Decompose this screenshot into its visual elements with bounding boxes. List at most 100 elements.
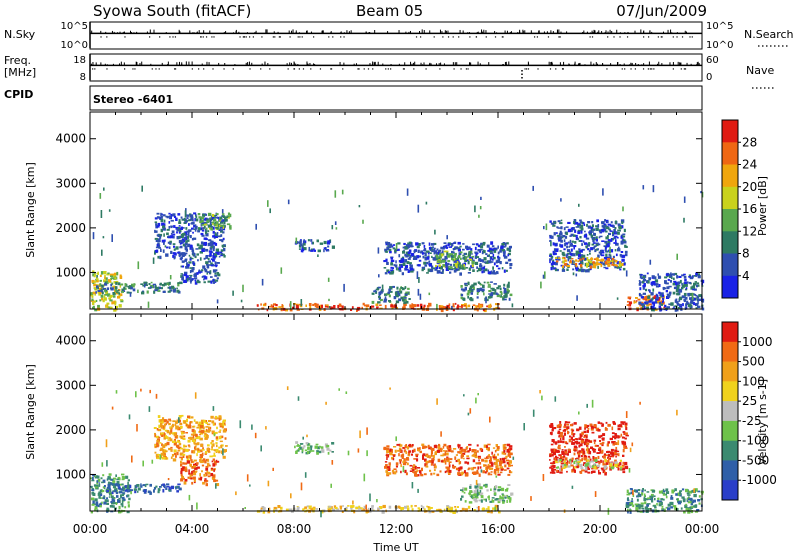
velocity-cell	[455, 460, 458, 463]
power-cell	[641, 301, 644, 305]
power-cell	[441, 253, 443, 256]
power-cell	[120, 291, 124, 293]
power-cell	[490, 287, 493, 290]
velocity-cell	[576, 459, 580, 462]
velocity-cell	[213, 449, 216, 451]
power-cell	[503, 252, 506, 256]
velocity-cell	[612, 421, 615, 424]
velocity-cell	[185, 466, 188, 469]
power-cell	[574, 264, 577, 267]
velocity-cell	[205, 434, 209, 439]
power-cell	[578, 250, 581, 253]
velocity-cell	[175, 444, 180, 448]
power-cell	[461, 293, 464, 297]
power-cell	[226, 223, 231, 226]
power-cell	[490, 241, 494, 245]
power-cell	[495, 303, 498, 306]
power-cell	[552, 250, 555, 254]
velocity-cell	[556, 456, 559, 459]
power-cell	[438, 253, 442, 255]
power-cell	[449, 253, 454, 256]
power-cell	[469, 297, 473, 300]
power-colorbar-tick-label: 4	[742, 269, 750, 283]
power-cell	[197, 229, 200, 233]
power-cell	[467, 272, 471, 274]
power-cell	[551, 265, 554, 268]
velocity-cell	[487, 463, 490, 468]
power-echo	[280, 267, 283, 274]
power-cell	[609, 261, 612, 265]
velocity-cell	[111, 502, 114, 505]
velocity-cell	[117, 476, 120, 480]
velocity-cell	[121, 473, 125, 476]
power-cell	[209, 247, 213, 250]
power-cell	[126, 291, 130, 294]
power-cell	[670, 276, 673, 279]
power-cell	[470, 298, 474, 302]
power-cell	[482, 284, 485, 288]
power-cell	[481, 243, 486, 246]
power-echo	[700, 191, 702, 194]
velocity-cell	[180, 470, 183, 473]
power-cell	[197, 259, 199, 262]
power-cell	[185, 275, 189, 279]
power-cell	[685, 302, 688, 305]
velocity-cell	[506, 451, 510, 453]
power-cell	[154, 221, 158, 224]
velocity-cell	[412, 464, 415, 468]
velocity-cell	[198, 421, 202, 425]
velocity-cell	[473, 490, 477, 494]
power-cell	[406, 244, 409, 247]
power-echo	[100, 210, 103, 218]
power-cell	[193, 225, 195, 228]
power-cell	[600, 260, 603, 264]
power-cell	[600, 252, 603, 256]
power-cell	[590, 234, 594, 238]
power-cell	[448, 253, 451, 256]
power-echo	[418, 277, 420, 283]
velocity-cell	[602, 460, 604, 463]
velocity-cell	[581, 448, 585, 451]
velocity-cell	[471, 449, 475, 453]
power-cell	[181, 234, 184, 238]
power-cell	[497, 251, 500, 255]
velocity-cell	[403, 450, 406, 453]
velocity-cell	[402, 462, 406, 466]
power-cell	[490, 281, 493, 283]
power-cell	[506, 242, 509, 245]
power-cell	[205, 261, 209, 265]
velocity-cell	[203, 419, 206, 423]
velocity-cell	[220, 435, 224, 439]
velocity-cell	[197, 424, 200, 426]
velocity-cell	[127, 481, 129, 486]
power-cell	[370, 305, 375, 308]
power-cell	[607, 264, 611, 267]
power-cell	[609, 230, 613, 232]
power-cell	[426, 272, 429, 274]
velocity-cell	[193, 465, 196, 468]
velocity-cell	[128, 489, 132, 493]
velocity-cell	[386, 471, 389, 476]
power-cell	[620, 255, 623, 258]
power-cell	[679, 279, 682, 284]
velocity-cell	[136, 490, 139, 493]
velocity-cell	[164, 429, 168, 432]
velocity-cell	[206, 423, 211, 426]
velocity-cell	[589, 423, 593, 427]
power-cell	[480, 283, 483, 286]
power-y-tick-label: 2000	[55, 221, 86, 235]
velocity-cell	[577, 461, 580, 465]
power-cell	[318, 307, 322, 310]
velocity-cell	[487, 465, 490, 469]
velocity-cell	[601, 449, 604, 454]
power-echo	[341, 189, 344, 195]
beam-label: Beam 05	[356, 2, 423, 20]
power-cell	[477, 244, 481, 248]
velocity-cell	[205, 458, 208, 462]
power-cell	[701, 300, 705, 303]
power-echo	[289, 301, 292, 309]
velocity-cell	[398, 453, 400, 457]
freq-dot	[134, 68, 136, 70]
power-cell	[660, 303, 664, 306]
power-echo	[642, 185, 645, 190]
